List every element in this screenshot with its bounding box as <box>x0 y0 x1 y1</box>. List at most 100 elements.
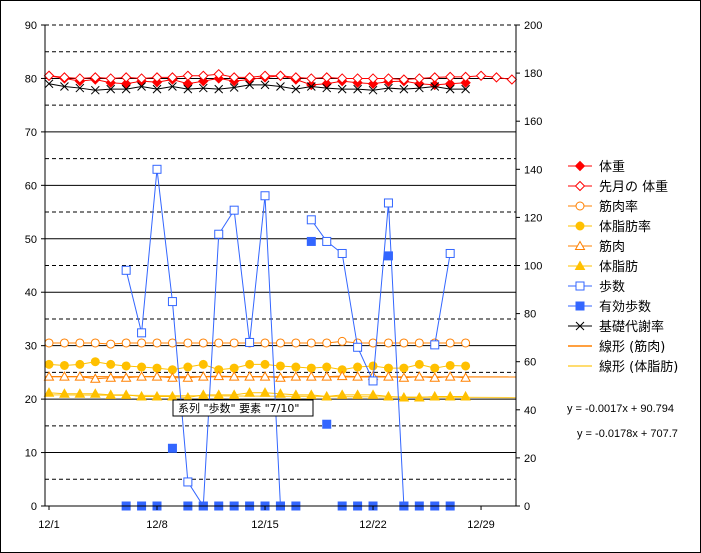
data-point <box>90 72 101 83</box>
data-point <box>306 363 316 373</box>
data-point <box>322 236 332 246</box>
series-4 <box>43 370 471 383</box>
data-point <box>353 84 362 94</box>
data-point <box>74 388 86 398</box>
data-point <box>275 338 285 348</box>
legend-label: 有効歩数 <box>599 300 651 315</box>
y-left-tick-label: 90 <box>25 20 37 32</box>
data-point <box>399 363 409 373</box>
data-point <box>260 80 270 90</box>
data-point <box>228 389 240 399</box>
data-point <box>414 73 425 84</box>
data-point <box>291 362 301 372</box>
data-point <box>245 359 255 369</box>
data-point <box>367 78 379 89</box>
legend-label: 基礎代謝率 <box>599 319 664 335</box>
data-point <box>152 363 162 373</box>
data-point-stroke <box>121 84 131 94</box>
axes: 0 10 20 30 40 50 60 70 80 90 0 20 40 60 80 100 120 140 160… <box>25 20 543 531</box>
tooltip-box <box>172 399 314 417</box>
data-point <box>198 83 208 93</box>
data-point-stroke <box>44 79 54 89</box>
data-point <box>306 73 317 84</box>
data-point <box>322 362 332 372</box>
data-point <box>75 338 85 348</box>
data-point <box>245 80 254 90</box>
y-right-tick-label: 200 <box>524 20 542 32</box>
data-point <box>429 372 441 382</box>
data-point <box>368 338 378 348</box>
data-point <box>291 84 301 94</box>
data-point-stroke <box>461 84 470 94</box>
data-point-stroke <box>183 84 193 94</box>
data-point <box>444 390 456 401</box>
series-2 <box>44 336 471 349</box>
data-point <box>444 371 456 381</box>
data-point-stroke <box>291 84 301 94</box>
data-point <box>461 338 471 348</box>
y-left-tick-label: 20 <box>25 394 37 406</box>
y-left-tick-label: 10 <box>25 448 37 460</box>
data-point <box>136 73 147 84</box>
data-point-stroke <box>384 83 393 93</box>
data-point <box>197 389 209 399</box>
data-point <box>152 84 162 94</box>
data-point <box>259 70 271 81</box>
data-point <box>368 361 378 371</box>
data-point <box>183 362 193 372</box>
data-point <box>461 84 470 94</box>
y-left-tick-label: 60 <box>25 180 37 192</box>
data-point <box>275 388 286 398</box>
series-line <box>48 83 466 91</box>
data-point <box>244 371 255 381</box>
data-point <box>213 389 225 399</box>
data-point <box>305 371 317 381</box>
legend-marker <box>574 240 586 250</box>
series-line <box>48 75 466 86</box>
data-point <box>414 338 424 348</box>
data-point <box>59 72 70 83</box>
data-point <box>383 390 394 401</box>
data-point <box>290 389 302 399</box>
data-point <box>120 78 132 89</box>
data-point <box>460 77 471 88</box>
data-point <box>491 72 502 83</box>
data-point <box>430 363 440 373</box>
data-point <box>106 339 116 349</box>
data-point <box>74 73 86 84</box>
data-point <box>275 372 286 382</box>
data-point <box>183 338 193 348</box>
data-point <box>460 372 471 382</box>
data-point <box>276 82 285 91</box>
data-point <box>367 73 379 84</box>
y-right-tick-label: 180 <box>524 68 542 80</box>
data-point-stroke <box>399 84 409 94</box>
data-point <box>152 338 162 348</box>
x-tick-label: 12/15 <box>251 519 279 531</box>
legend-label: 先月の 体重 <box>599 179 668 195</box>
data-point <box>136 390 147 401</box>
data-point <box>228 371 240 381</box>
legend-marker <box>575 281 585 291</box>
data-point <box>90 338 100 348</box>
data-point <box>75 83 85 93</box>
data-point-stroke <box>322 83 332 93</box>
data-point-stroke <box>260 80 270 90</box>
data-point-stroke <box>245 80 254 90</box>
data-point <box>182 70 194 81</box>
data-point-stroke <box>229 83 239 92</box>
data-point <box>336 389 348 399</box>
legend-label: 体脂肪 <box>599 259 638 275</box>
data-point <box>151 390 163 401</box>
data-point <box>259 387 271 397</box>
data-point <box>414 83 424 93</box>
data-point <box>336 370 348 381</box>
data-point <box>121 338 131 348</box>
data-point <box>260 359 270 369</box>
data-point <box>137 338 147 348</box>
data-point <box>229 363 239 373</box>
data-point <box>213 68 224 80</box>
data-point <box>383 363 393 373</box>
series-8 <box>44 79 470 95</box>
y-right-tick-label: 120 <box>524 212 542 224</box>
